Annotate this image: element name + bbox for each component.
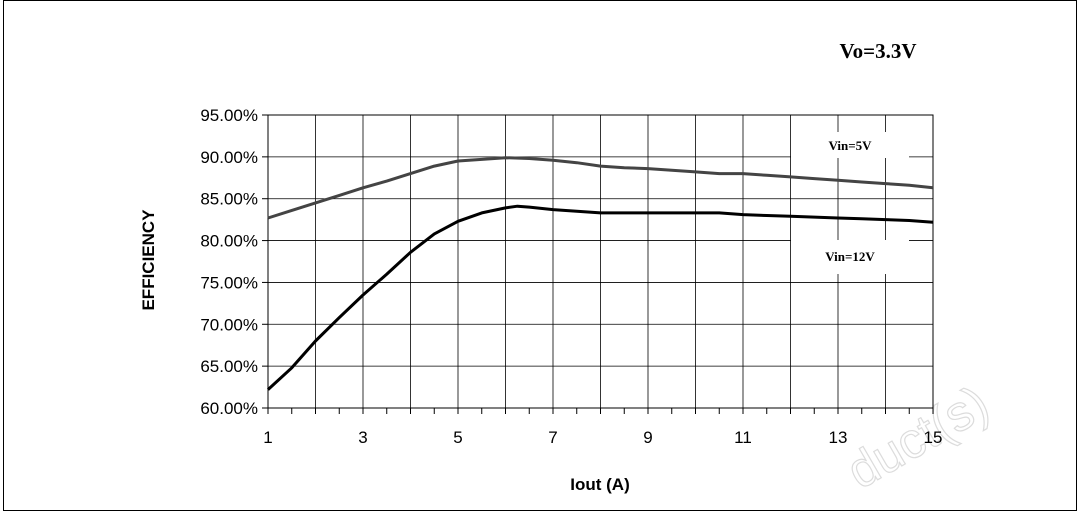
annotation-vin12v-box [791, 240, 909, 274]
series-layer [266, 156, 934, 391]
figure-frame [3, 0, 1077, 511]
y-tick-label: 60.00% [200, 399, 258, 418]
annotation-vin12v: Vin=12V [825, 249, 875, 264]
watermark-text: duct(s) [838, 375, 998, 500]
x-tick-label: 11 [734, 428, 752, 447]
x-tick-label: 3 [358, 428, 367, 447]
chart-title: Vo=3.3V [839, 39, 916, 63]
x-tick-label: 1 [263, 428, 272, 447]
y-tick-label: 75.00% [200, 273, 258, 292]
y-axis-label: EFFICIENCY [139, 209, 158, 311]
x-tick-label: 7 [548, 428, 557, 447]
x-tick-label: 15 [924, 428, 943, 447]
x-tick-label: 9 [643, 428, 652, 447]
y-tick-label: 80.00% [200, 232, 258, 251]
tick-labels: 60.00% 65.00% 70.00% 75.00% 80.00% 85.00% 90.0… [200, 106, 942, 447]
frame-top-border [3, 0, 1077, 1]
x-tick-label: 13 [829, 428, 848, 447]
series-line-vin5v [267, 156, 934, 220]
annotation-vin5v-box [791, 132, 909, 158]
series-line-vin12v [266, 204, 934, 391]
y-tick-label: 65.00% [200, 357, 258, 376]
y-tick-label: 85.00% [200, 190, 258, 209]
x-tick-label: 5 [453, 428, 462, 447]
x-axis-label: Iout (A) [570, 475, 629, 494]
y-tick-label: 70.00% [200, 315, 258, 334]
annotation-vin5v: Vin=5V [828, 138, 872, 153]
y-tick-label: 90.00% [200, 148, 258, 167]
y-tick-label: 95.00% [200, 106, 258, 125]
